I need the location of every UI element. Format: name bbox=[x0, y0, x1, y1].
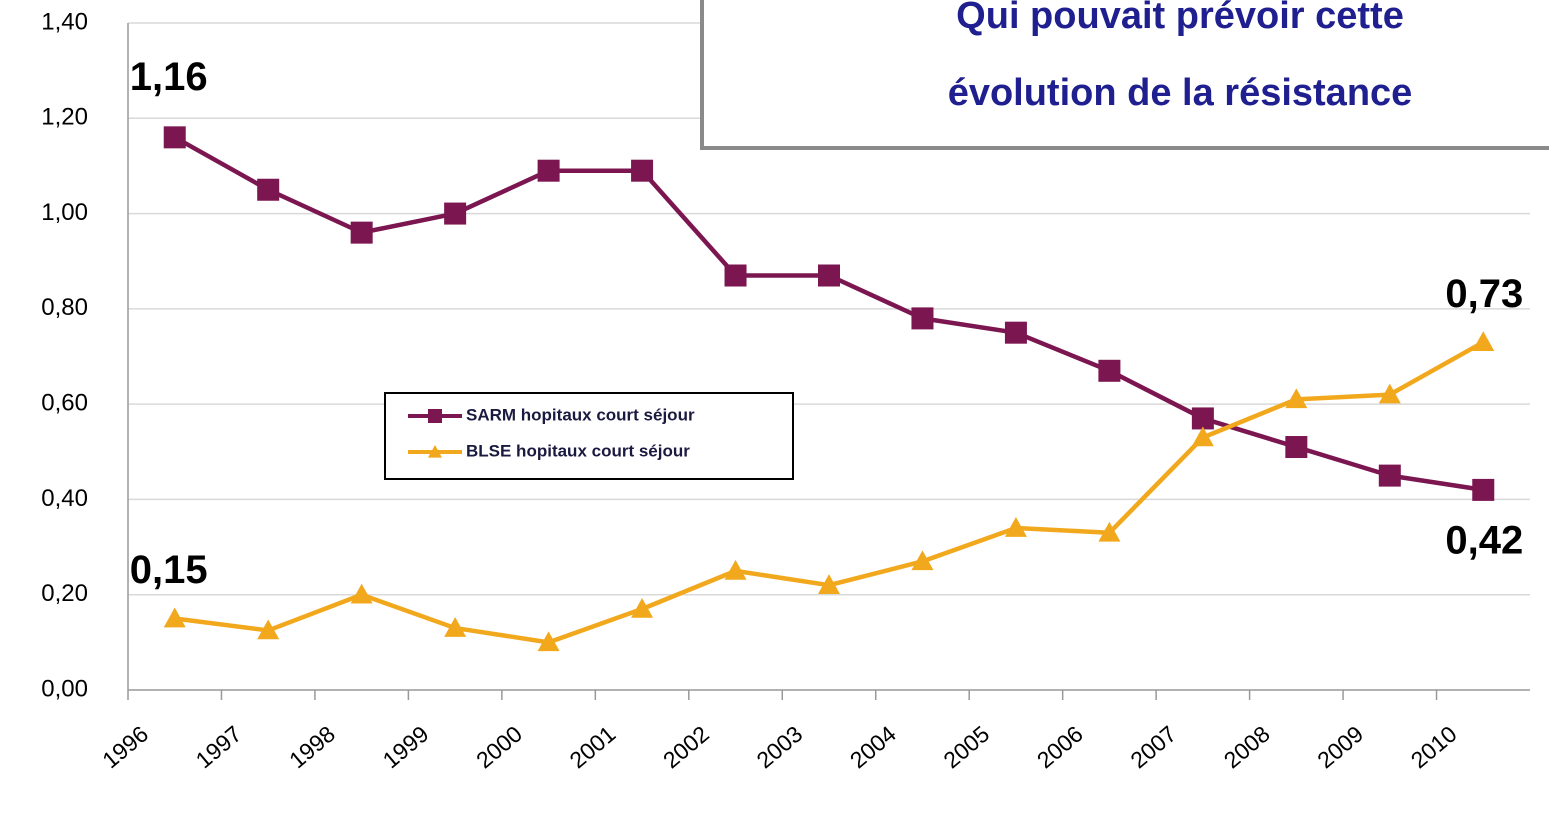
x-tick-label: 2001 bbox=[565, 721, 621, 774]
marker bbox=[631, 159, 654, 182]
marker bbox=[818, 264, 840, 287]
y-tick-label: 0,20 bbox=[41, 580, 88, 607]
marker bbox=[1472, 331, 1495, 352]
marker bbox=[1098, 359, 1121, 382]
legend-box bbox=[384, 392, 794, 480]
marker bbox=[818, 574, 840, 594]
marker bbox=[631, 598, 654, 618]
y-tick-label: 1,00 bbox=[41, 199, 88, 226]
chart-title: évolution de la résistance bbox=[948, 72, 1413, 114]
marker bbox=[428, 409, 442, 423]
marker bbox=[1285, 388, 1308, 409]
y-tick-label: 1,20 bbox=[41, 104, 88, 131]
legend: SARM hopitaux court séjour BLSE hopitaux … bbox=[384, 392, 794, 480]
marker bbox=[1285, 436, 1308, 459]
marker bbox=[257, 619, 280, 640]
marker bbox=[1191, 407, 1214, 430]
y-tick-label: 0,80 bbox=[41, 294, 88, 321]
data-label: 0,73 bbox=[1445, 272, 1523, 316]
marker bbox=[1378, 464, 1401, 487]
x-tick-label: 2003 bbox=[751, 721, 807, 774]
x-tick-label: 2004 bbox=[845, 720, 901, 773]
marker bbox=[537, 631, 560, 652]
x-tick-label: 2007 bbox=[1125, 721, 1181, 774]
x-tick-label: 2010 bbox=[1406, 721, 1462, 774]
data-label: 0,15 bbox=[130, 548, 208, 592]
data-label: 0,42 bbox=[1445, 518, 1523, 562]
x-tick-label: 2002 bbox=[658, 721, 714, 774]
marker bbox=[911, 550, 934, 571]
marker bbox=[1472, 478, 1495, 501]
marker bbox=[537, 159, 560, 182]
marker bbox=[1191, 426, 1214, 447]
marker bbox=[911, 307, 934, 330]
marker bbox=[444, 202, 467, 225]
series-line bbox=[174, 340, 1485, 645]
x-tick-label: 1996 bbox=[97, 721, 153, 774]
marker bbox=[1004, 321, 1027, 344]
y-tick-label: 0,40 bbox=[41, 485, 88, 512]
y-tick-label: 1,40 bbox=[41, 8, 88, 35]
marker bbox=[257, 178, 280, 201]
legend-label: SARM hopitaux court séjour bbox=[466, 405, 695, 424]
x-tick-label: 2005 bbox=[938, 721, 994, 774]
chart-title: Qui pouvait prévoir cette bbox=[956, 0, 1404, 37]
marker bbox=[163, 126, 186, 149]
marker bbox=[163, 607, 186, 628]
marker bbox=[1378, 383, 1401, 404]
marker bbox=[350, 583, 373, 604]
x-tick-label: 2009 bbox=[1312, 721, 1368, 774]
x-tick-label: 1997 bbox=[191, 721, 247, 774]
data-label: 1,16 bbox=[130, 55, 208, 99]
marker bbox=[428, 445, 442, 458]
x-tick-label: 2000 bbox=[471, 721, 527, 774]
plot: 0,00 0,20 0,40 0,60 0,80 1,00 1,20 1,40 1996 1997… bbox=[41, 8, 1530, 773]
legend-label: BLSE hopitaux court séjour bbox=[466, 441, 690, 460]
marker bbox=[724, 264, 747, 287]
x-tick-label: 1998 bbox=[284, 721, 340, 774]
marker bbox=[724, 559, 747, 580]
y-tick-label: 0,00 bbox=[41, 675, 88, 702]
y-tick-label: 0,60 bbox=[41, 389, 88, 416]
marker bbox=[1004, 517, 1027, 537]
marker bbox=[444, 617, 467, 637]
x-tick-label: 2008 bbox=[1219, 721, 1275, 774]
x-tick-label: 2006 bbox=[1032, 721, 1088, 774]
marker bbox=[350, 221, 373, 244]
x-tick-label: 1999 bbox=[378, 721, 434, 774]
title-box bbox=[700, 0, 1549, 150]
marker bbox=[1098, 521, 1121, 542]
